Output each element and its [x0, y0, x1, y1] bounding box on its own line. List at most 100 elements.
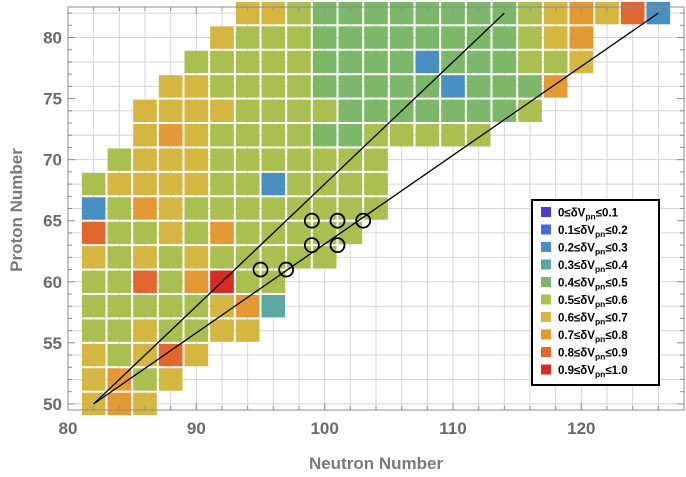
heatmap-cell	[364, 1, 388, 25]
heatmap-cell	[81, 368, 106, 391]
heatmap-cell	[338, 197, 363, 220]
heatmap-cell	[287, 246, 311, 269]
heatmap-cell	[133, 294, 157, 318]
heatmap-cell	[389, 124, 414, 147]
heatmap-cell	[441, 99, 465, 123]
heatmap-cell	[210, 294, 234, 318]
heatmap-cell	[261, 75, 286, 98]
heatmap-cell	[158, 270, 183, 293]
heatmap-cell	[261, 99, 286, 123]
legend-label: 0.1≤δVpn≤0.2	[558, 225, 628, 239]
legend-label: 0.6≤δVpn≤0.7	[558, 313, 628, 327]
heatmap-cell	[312, 75, 337, 98]
heatmap-cell	[287, 26, 311, 49]
heatmap-cell	[133, 221, 157, 245]
legend-label: 0.3≤δVpn≤0.4	[558, 260, 628, 274]
legend-label: 0.5≤δVpn≤0.6	[558, 295, 628, 309]
heatmap-cell	[210, 124, 234, 147]
heatmap-cell	[364, 26, 388, 49]
heatmap-cell	[569, 50, 594, 74]
heatmap-cell	[312, 99, 337, 123]
highlight-circle	[303, 237, 320, 254]
heatmap-cell	[415, 124, 440, 147]
heatmap-cell	[158, 148, 183, 171]
x-tick-label: 110	[439, 419, 466, 438]
heatmap-cell	[81, 319, 106, 342]
heatmap-cell	[364, 50, 388, 74]
heatmap-cell	[389, 1, 414, 25]
heatmap-cell	[364, 148, 388, 171]
heatmap-cell	[235, 221, 260, 245]
heatmap-cell	[133, 99, 157, 123]
heatmap-cell	[133, 148, 157, 171]
heatmap-cell	[133, 319, 157, 342]
legend-label: 0.8≤δVpn≤0.9	[558, 348, 628, 362]
heatmap-cell	[107, 246, 132, 269]
heatmap-cell	[287, 75, 311, 98]
legend-label: 0.7≤δVpn≤0.8	[558, 330, 628, 344]
heatmap-cell	[235, 197, 260, 220]
highlight-circle	[355, 212, 372, 229]
heatmap-cell	[441, 75, 465, 98]
y-axis-title: Proton Number	[7, 148, 26, 272]
heatmap-cell	[312, 197, 337, 220]
heatmap-cell	[158, 343, 183, 367]
heatmap-cell	[338, 172, 363, 196]
heatmap-cell	[518, 26, 542, 49]
heatmap-cell	[81, 343, 106, 367]
heatmap-cell	[389, 50, 414, 74]
heatmap-cell	[287, 148, 311, 171]
highlight-circle	[278, 261, 295, 278]
heatmap-cell	[518, 50, 542, 74]
legend-swatch	[541, 294, 551, 305]
heatmap-cell	[133, 270, 157, 293]
heatmap-cell	[595, 1, 619, 25]
heatmap-cell	[518, 1, 542, 25]
heatmap-cell	[184, 50, 209, 74]
heatmap-cell	[158, 172, 183, 196]
legend-label: 0.2≤δVpn≤0.3	[558, 243, 628, 257]
heatmap-cell	[107, 148, 132, 171]
legend-label: 0.9≤δVpn≤1.0	[558, 365, 628, 379]
heatmap-cell	[415, 1, 440, 25]
heatmap-cell	[261, 246, 286, 269]
heatmap-cell	[133, 246, 157, 269]
heatmap-cell	[338, 75, 363, 98]
legend-swatch	[541, 329, 551, 340]
heatmap-cell	[158, 294, 183, 318]
heatmap-cell	[133, 392, 157, 416]
heatmap-cell	[312, 221, 337, 245]
heatmap-cell	[518, 75, 542, 98]
heatmap-cell	[338, 221, 363, 245]
heatmap-cell	[184, 148, 209, 171]
heatmap-cell	[543, 1, 568, 25]
heatmap-cell	[107, 294, 132, 318]
heatmap-cell	[261, 294, 286, 318]
legend-swatch	[541, 224, 551, 235]
y-tick-label: 80	[43, 29, 62, 48]
heatmap-cell	[158, 99, 183, 123]
heatmap-cell	[184, 246, 209, 269]
heatmap-cell	[107, 270, 132, 293]
heatmap-cell	[415, 99, 440, 123]
x-axis-title: Neutron Number	[309, 454, 444, 473]
heatmap-cell	[312, 26, 337, 49]
heatmap-cell	[184, 270, 209, 293]
x-tick-label: 80	[59, 419, 78, 438]
highlight-circle	[303, 212, 320, 229]
y-tick-label: 50	[43, 395, 62, 414]
legend-label: 0.4≤δVpn≤0.5	[558, 278, 628, 292]
heatmap-cell	[261, 172, 286, 196]
reference-line	[93, 12, 505, 405]
legend-box	[531, 199, 660, 386]
heatmap-cell	[415, 26, 440, 49]
y-tick-label: 70	[43, 151, 62, 170]
heatmap-cell	[235, 75, 260, 98]
heatmap-cell	[210, 319, 234, 342]
heatmap-cell	[133, 172, 157, 196]
heatmap-cell	[184, 75, 209, 98]
heatmap-cell	[235, 124, 260, 147]
heatmap-cell	[235, 319, 260, 342]
heatmap-cell	[646, 1, 671, 25]
